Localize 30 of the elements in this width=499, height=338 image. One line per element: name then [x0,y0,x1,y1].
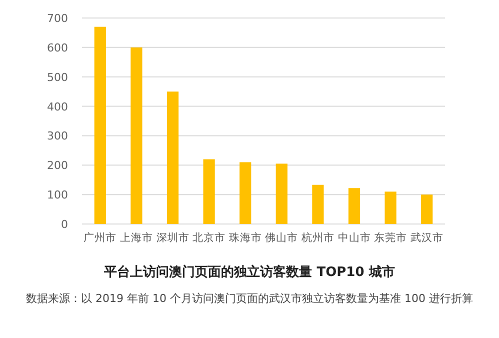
x-tick-label: 北京市 [192,231,226,244]
bar [276,164,288,224]
source-note: 数据来源：以 2019 年前 10 个月访问澳门页面的武汉市独立访客数量为基准 100 进行折算 [26,292,473,305]
y-tick-label: 600 [47,41,68,54]
x-tick-label: 东莞市 [374,231,408,244]
bar [130,47,142,224]
y-tick-label: 300 [47,130,68,143]
x-tick-label: 珠海市 [228,231,262,244]
y-tick-label: 500 [47,70,68,84]
y-tick-label: 400 [47,100,68,114]
x-tick-label: 深圳市 [156,231,190,244]
bar [348,188,360,224]
bar [166,92,179,224]
text: 平台上访问澳门页面的独立访客数量 TOP10 城市 [103,264,395,280]
y-tick-label: 0 [61,218,68,231]
bar [421,194,433,224]
bar [203,159,215,224]
bar [240,162,252,224]
y-tick-label: 700 [47,12,68,25]
y-tick-label: 200 [47,159,68,172]
bar [94,26,106,224]
x-tick-label: 中山市 [338,231,371,244]
y-tick-label: 100 [47,188,68,202]
x-tick-label: 上海市 [120,231,153,244]
x-tick-label: 广州市 [84,231,117,244]
x-tick-label: 佛山市 [265,231,298,244]
bar [312,184,324,224]
bar [384,192,396,224]
x-tick-label: 杭州市 [300,231,334,244]
x-tick-label: 武汉市 [410,231,444,244]
